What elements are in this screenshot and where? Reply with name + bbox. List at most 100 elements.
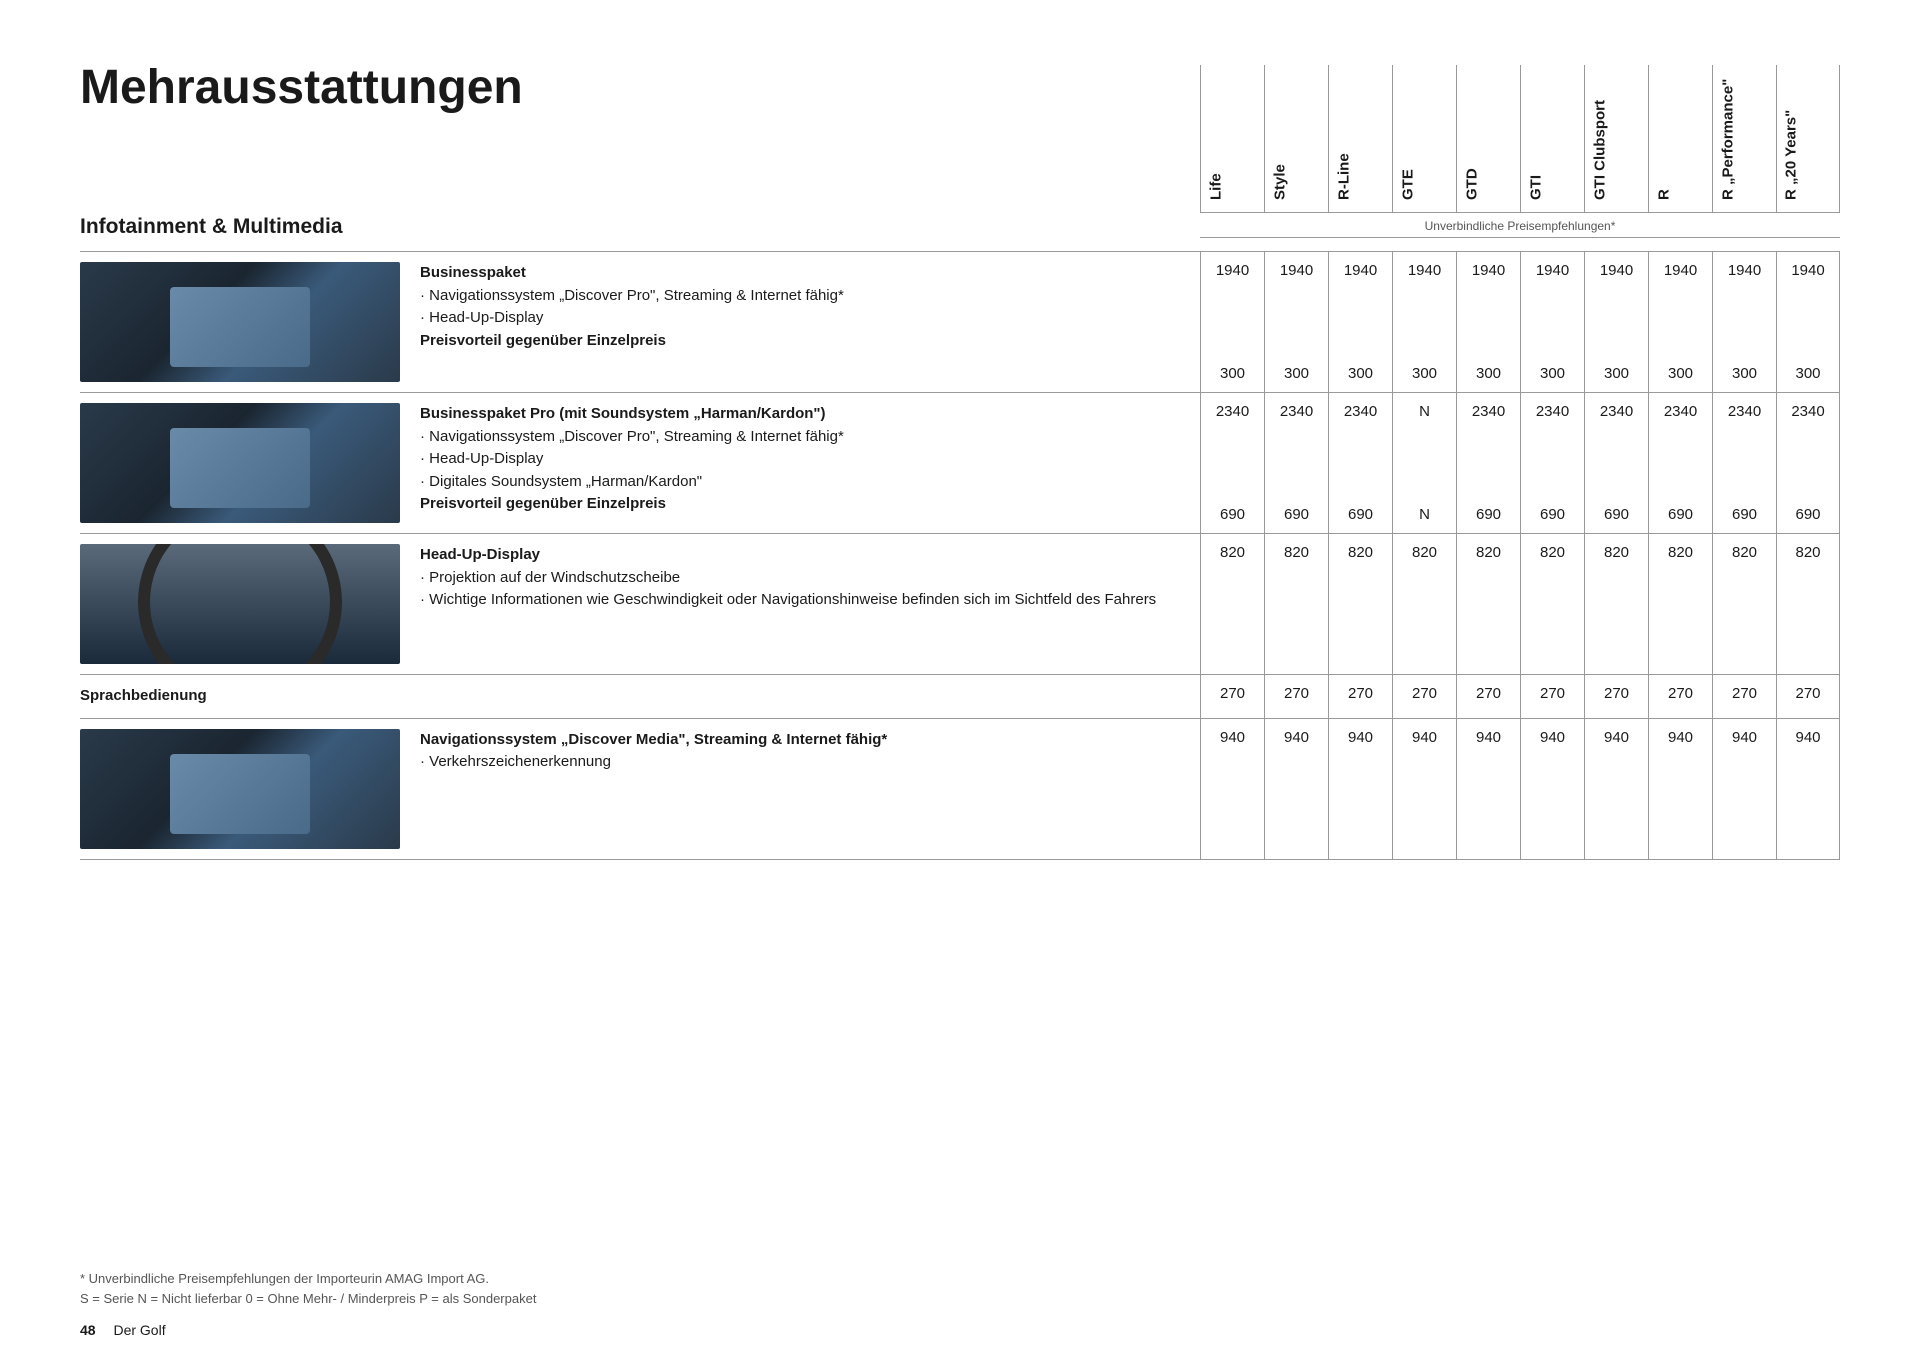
price-advantage-value: 300 xyxy=(1777,365,1839,392)
value-cell: 270 xyxy=(1328,675,1392,718)
value-cell: 820 xyxy=(1712,534,1776,674)
column-header-label: Style xyxy=(1271,164,1288,200)
price-advantage-value: 300 xyxy=(1457,365,1520,392)
price-value: 2340 xyxy=(1265,403,1328,420)
column-header: R-Line xyxy=(1328,65,1392,213)
page-footer: 48 Der Golf xyxy=(80,1322,166,1338)
price-value: 270 xyxy=(1585,685,1648,702)
value-cell: 820 xyxy=(1200,534,1264,674)
price-value: 2340 xyxy=(1777,403,1839,420)
thumbnail-cell xyxy=(80,252,420,392)
value-cell: 820 xyxy=(1456,534,1520,674)
price-advantage-value: 690 xyxy=(1777,506,1839,533)
value-cell: NN xyxy=(1392,393,1456,533)
value-cell: 270 xyxy=(1520,675,1584,718)
price-value: 270 xyxy=(1265,685,1328,702)
thumbnail-image xyxy=(80,262,400,382)
option-title: Businesspaket xyxy=(420,262,1180,285)
price-value: 820 xyxy=(1713,544,1776,561)
thumbnail-image xyxy=(80,729,400,849)
value-cell: 1940300 xyxy=(1648,252,1712,392)
column-header: GTI xyxy=(1520,65,1584,213)
table-rows: Businesspaket· Navigationssystem „Discov… xyxy=(80,252,1840,860)
price-value: 270 xyxy=(1201,685,1264,702)
price-advantage-value: 300 xyxy=(1265,365,1328,392)
price-value: 940 xyxy=(1713,729,1776,746)
column-header-label: R „Performance" xyxy=(1719,79,1736,200)
option-bullet: · Projektion auf der Windschutzscheibe xyxy=(420,567,1180,590)
value-cell: 2340 690 xyxy=(1200,393,1264,533)
value-cell: 1940300 xyxy=(1264,252,1328,392)
price-value: 2340 xyxy=(1649,403,1712,420)
price-advantage-value: 300 xyxy=(1521,365,1584,392)
option-title: Navigationssystem „Discover Media", Stre… xyxy=(420,729,1180,752)
value-cell: 940 xyxy=(1456,719,1520,859)
price-advantage-value: 690 xyxy=(1649,506,1712,533)
value-cell: 2340690 xyxy=(1584,393,1648,533)
table-row: Navigationssystem „Discover Media", Stre… xyxy=(80,719,1840,860)
value-cell: 820 xyxy=(1520,534,1584,674)
price-value: 820 xyxy=(1329,544,1392,561)
description-cell: Navigationssystem „Discover Media", Stre… xyxy=(420,719,1200,859)
price-advantage-label: Preisvorteil gegenüber Einzelpreis xyxy=(420,330,1180,353)
column-header-label: R-Line xyxy=(1335,153,1352,200)
column-header-label: GTE xyxy=(1399,169,1416,200)
price-value: 940 xyxy=(1265,729,1328,746)
value-cell: 940 xyxy=(1392,719,1456,859)
thumbnail-cell xyxy=(80,393,420,533)
table-row: Businesspaket Pro (mit Soundsystem „Harm… xyxy=(80,393,1840,534)
thumbnail-image xyxy=(80,403,400,523)
option-bullet: · Verkehrszeichenerkennung xyxy=(420,751,1180,774)
price-value: 1940 xyxy=(1713,262,1776,279)
option-bullet: · Navigationssystem „Discover Pro", Stre… xyxy=(420,285,1180,308)
option-bullet: · Wichtige Informationen wie Geschwindig… xyxy=(420,589,1180,612)
value-cell: 820 xyxy=(1648,534,1712,674)
price-value: 1940 xyxy=(1329,262,1392,279)
value-cell: 1940300 xyxy=(1776,252,1840,392)
price-value: 270 xyxy=(1329,685,1392,702)
column-header-label: Life xyxy=(1207,173,1224,200)
price-value: 1940 xyxy=(1521,262,1584,279)
price-advantage-value: 690 xyxy=(1201,506,1264,533)
value-cell: 940 xyxy=(1328,719,1392,859)
price-value: 2340 xyxy=(1201,403,1264,420)
column-headers: LifeStyleR-LineGTEGTDGTIGTI ClubsportRR … xyxy=(1200,65,1840,215)
value-cell: 2340690 xyxy=(1456,393,1520,533)
price-value: 270 xyxy=(1521,685,1584,702)
price-advantage-value: 690 xyxy=(1265,506,1328,533)
equipment-table: LifeStyleR-LineGTEGTDGTIGTI ClubsportRR … xyxy=(80,215,1840,860)
value-cell: 1940 300 xyxy=(1520,252,1584,392)
page-label: Der Golf xyxy=(113,1322,165,1338)
column-header: R „Performance" xyxy=(1712,65,1776,213)
column-header-label: GTI xyxy=(1527,175,1544,200)
price-value: 270 xyxy=(1649,685,1712,702)
price-value: 1940 xyxy=(1201,262,1264,279)
column-header: R „20 Years" xyxy=(1776,65,1840,213)
price-value: 270 xyxy=(1393,685,1456,702)
value-cell: 820 xyxy=(1328,534,1392,674)
value-cell: 1940300 xyxy=(1712,252,1776,392)
column-header: Style xyxy=(1264,65,1328,213)
price-value: 820 xyxy=(1393,544,1456,561)
value-cell: 820 xyxy=(1776,534,1840,674)
value-cells: 1940300194030019403001940300194030019403… xyxy=(1200,252,1840,392)
value-cell: 1940300 xyxy=(1328,252,1392,392)
price-value: 1940 xyxy=(1649,262,1712,279)
price-value: 820 xyxy=(1265,544,1328,561)
price-value: 1940 xyxy=(1457,262,1520,279)
table-row: Businesspaket· Navigationssystem „Discov… xyxy=(80,252,1840,393)
value-cell: 2340 690 xyxy=(1776,393,1840,533)
column-header-label: R xyxy=(1655,189,1672,200)
value-cell: 2340 690 xyxy=(1264,393,1328,533)
price-value: 2340 xyxy=(1521,403,1584,420)
price-value: 940 xyxy=(1649,729,1712,746)
price-advantage-value: 300 xyxy=(1201,365,1264,392)
thumbnail-image xyxy=(80,544,400,664)
option-title: Head-Up-Display xyxy=(420,544,1180,567)
price-value: 820 xyxy=(1201,544,1264,561)
price-advantage-value: 690 xyxy=(1713,506,1776,533)
price-advantage-value: 690 xyxy=(1521,506,1584,533)
thumbnail-cell xyxy=(80,534,420,674)
option-title: Sprachbedienung xyxy=(80,685,1180,708)
price-value: 2340 xyxy=(1457,403,1520,420)
